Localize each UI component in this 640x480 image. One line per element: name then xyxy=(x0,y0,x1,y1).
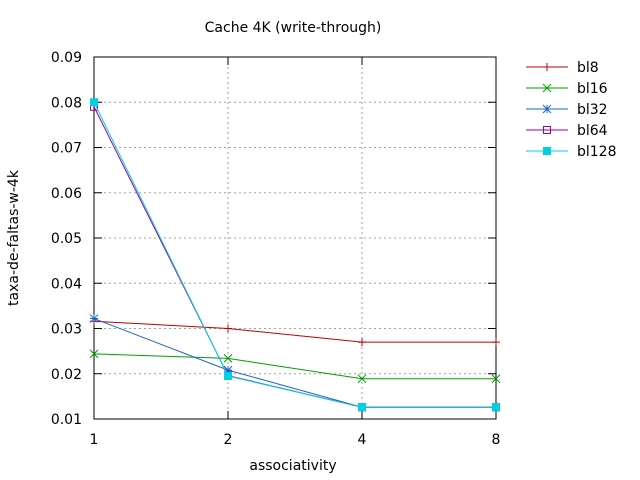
open-square-marker xyxy=(543,126,551,134)
star-marker xyxy=(89,314,99,323)
cross-marker xyxy=(223,354,233,363)
series-line xyxy=(93,102,496,408)
filled-square-marker xyxy=(90,98,98,107)
legend-item: bl128 xyxy=(526,144,617,160)
cross-marker xyxy=(542,83,552,93)
legend-label: bl128 xyxy=(577,144,617,160)
x-tick-label: 2 xyxy=(224,432,233,448)
legend-label: bl16 xyxy=(577,81,608,97)
axes: 0.01 0.02 0.03 0.04 0.05 0.06 0.07 0.08 0.09 1 2 4 8 xyxy=(51,50,501,448)
cross-marker xyxy=(491,374,501,384)
plus-marker xyxy=(543,63,551,71)
series-bl64 xyxy=(90,102,500,412)
plus-marker xyxy=(358,338,366,347)
series-line xyxy=(93,318,496,408)
series-line xyxy=(93,320,496,343)
star-marker xyxy=(223,365,233,375)
x-tick-label: 8 xyxy=(492,432,501,448)
y-tick-label: 0.04 xyxy=(51,276,82,292)
cross-marker xyxy=(357,374,367,384)
grid xyxy=(94,57,496,419)
series-bl16 xyxy=(89,349,501,384)
filled-square-marker xyxy=(358,403,366,412)
y-tick-label: 0.03 xyxy=(51,322,82,338)
filled-square-marker xyxy=(224,372,232,381)
legend-label: bl64 xyxy=(577,123,608,139)
series-bl8 xyxy=(90,317,500,347)
filled-square-marker xyxy=(492,403,500,412)
cross-marker xyxy=(89,349,99,359)
series-bl32 xyxy=(89,314,501,412)
x-tick-label: 1 xyxy=(90,432,99,448)
x-axis-label: associativity xyxy=(249,458,336,474)
filled-square-marker xyxy=(543,147,551,155)
legend-item: bl64 xyxy=(526,123,608,139)
y-tick-label: 0.08 xyxy=(51,95,82,111)
y-tick-label: 0.09 xyxy=(51,50,82,66)
x-tick-label: 4 xyxy=(358,432,367,448)
chart-title: Cache 4K (write-through) xyxy=(205,20,382,36)
legend-item: bl32 xyxy=(526,102,608,118)
y-axis-label: taxa-de-faltas-w-4k xyxy=(6,169,22,306)
series-line xyxy=(93,353,496,380)
legend-label: bl8 xyxy=(577,60,599,76)
plus-marker xyxy=(492,338,500,347)
series-line xyxy=(93,106,496,408)
legend-item: bl8 xyxy=(526,60,599,76)
series-bl128 xyxy=(90,98,500,412)
y-tick-label: 0.05 xyxy=(51,231,82,247)
y-tick-label: 0.02 xyxy=(51,367,82,383)
legend-item: bl16 xyxy=(526,81,608,97)
series-layer xyxy=(89,98,501,412)
star-marker xyxy=(542,104,552,114)
y-tick-label: 0.01 xyxy=(51,412,82,428)
y-tick-label: 0.07 xyxy=(51,141,82,157)
plus-marker xyxy=(224,324,232,333)
legend: bl8 bl16 bl32 bl64 bl128 xyxy=(526,60,617,160)
legend-label: bl32 xyxy=(577,102,608,118)
y-tick-label: 0.06 xyxy=(51,186,82,202)
